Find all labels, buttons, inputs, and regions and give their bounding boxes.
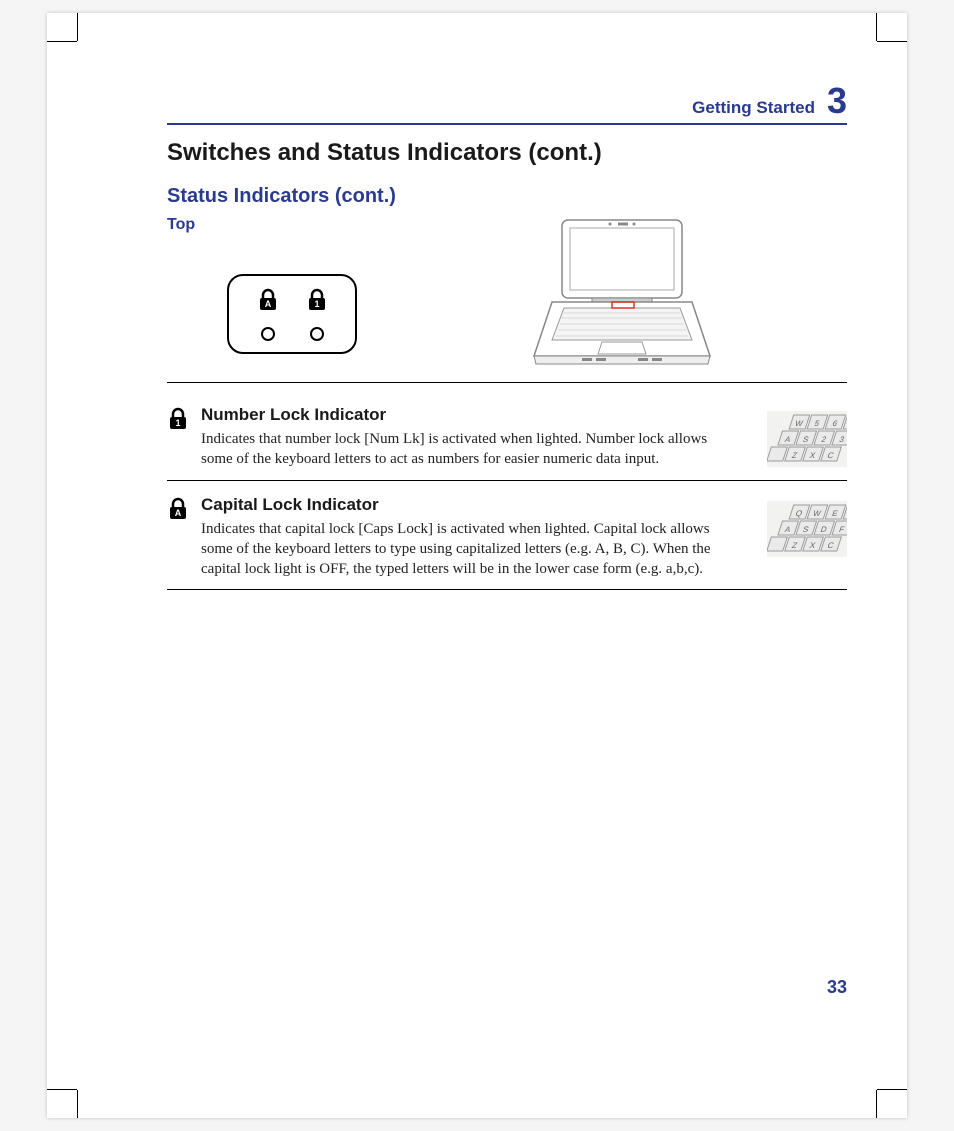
led-indicator bbox=[310, 327, 324, 341]
crop-mark bbox=[876, 1090, 877, 1118]
rule bbox=[167, 382, 847, 383]
content-area: Getting Started 3 Switches and Status In… bbox=[167, 83, 847, 590]
crop-mark bbox=[77, 1090, 78, 1118]
panel-icons-row: A 1 bbox=[243, 288, 341, 317]
crop-mark bbox=[77, 13, 78, 41]
crop-mark bbox=[876, 13, 877, 41]
svg-text:A: A bbox=[264, 299, 271, 309]
rule bbox=[167, 480, 847, 481]
indicator-panel: A 1 bbox=[227, 274, 357, 354]
page: Getting Started 3 Switches and Status In… bbox=[47, 13, 907, 1118]
item-description: Indicates that number lock [Num Lk] is a… bbox=[201, 429, 741, 470]
num-lock-icon: 1 bbox=[306, 288, 328, 317]
svg-text:1: 1 bbox=[175, 418, 180, 428]
rule bbox=[167, 589, 847, 590]
item-body: Number Lock Indicator Indicates that num… bbox=[201, 405, 757, 470]
page-number: 33 bbox=[827, 977, 847, 998]
crop-mark bbox=[877, 1089, 907, 1090]
chapter-name: Getting Started bbox=[692, 98, 815, 118]
laptop-icon bbox=[522, 214, 722, 374]
indicator-item: 1 Number Lock Indicator Indicates that n… bbox=[167, 405, 847, 470]
keyboard-thumb: Q W E R A S D F Z bbox=[767, 501, 847, 557]
chapter-number: 3 bbox=[827, 83, 847, 119]
caps-lock-icon: A bbox=[167, 497, 191, 526]
svg-text:A: A bbox=[175, 508, 182, 518]
left-col: Top A bbox=[167, 214, 357, 354]
svg-text:1: 1 bbox=[314, 299, 319, 309]
section-label: Top bbox=[167, 216, 357, 234]
item-title: Number Lock Indicator bbox=[201, 405, 741, 425]
led-indicator bbox=[261, 327, 275, 341]
num-lock-icon: 1 bbox=[167, 407, 191, 436]
laptop-illustration bbox=[397, 214, 847, 374]
item-title: Capital Lock Indicator bbox=[201, 495, 741, 515]
top-illustration-row: Top A bbox=[167, 214, 847, 374]
crop-mark bbox=[47, 1089, 77, 1090]
section-subtitle: Status Indicators (cont.) bbox=[167, 185, 847, 208]
crop-mark bbox=[47, 41, 77, 42]
item-body: Capital Lock Indicator Indicates that ca… bbox=[201, 495, 757, 580]
caps-lock-icon: A bbox=[257, 288, 279, 317]
crop-mark bbox=[877, 41, 907, 42]
page-title: Switches and Status Indicators (cont.) bbox=[167, 139, 847, 167]
indicator-item: A Capital Lock Indicator Indicates that … bbox=[167, 495, 847, 580]
item-description: Indicates that capital lock [Caps Lock] … bbox=[201, 519, 741, 580]
keyboard-thumb: W 5 6 7 A S 2 3 Z bbox=[767, 411, 847, 467]
chapter-header: Getting Started 3 bbox=[167, 83, 847, 125]
panel-led-row bbox=[243, 327, 341, 341]
